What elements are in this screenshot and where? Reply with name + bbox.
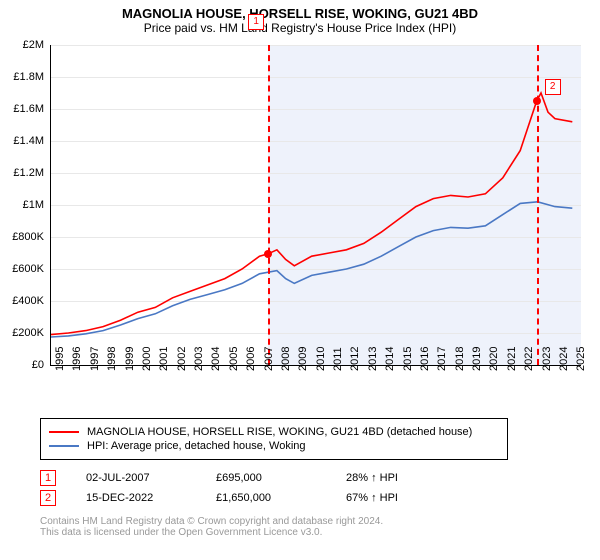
y-tick-label: £200K xyxy=(0,327,44,339)
plot-region: 12 xyxy=(50,45,581,366)
transaction-marker-label: 2 xyxy=(545,79,561,95)
x-tick-label: 1999 xyxy=(124,347,136,371)
x-tick-label: 2014 xyxy=(384,347,396,371)
y-tick-label: £400K xyxy=(0,295,44,307)
y-tick-label: £1.2M xyxy=(0,167,44,179)
y-tick-label: £2M xyxy=(0,39,44,51)
transaction-delta: 28% ↑ HPI xyxy=(346,472,446,484)
x-tick-label: 2019 xyxy=(471,347,483,371)
x-tick-label: 2016 xyxy=(419,347,431,371)
y-tick-label: £800K xyxy=(0,231,44,243)
transaction-index-box: 1 xyxy=(40,470,56,486)
y-tick-label: £1.4M xyxy=(0,135,44,147)
x-tick-label: 2005 xyxy=(228,347,240,371)
x-tick-label: 1998 xyxy=(106,347,118,371)
y-tick-label: £1.6M xyxy=(0,103,44,115)
price-series-line xyxy=(51,93,572,335)
chart-area: 12 £0£200K£400K£600K£800K£1M£1.2M£1.4M£1… xyxy=(50,45,580,385)
x-tick-label: 2021 xyxy=(506,347,518,371)
legend-label: HPI: Average price, detached house, Woki… xyxy=(87,440,306,452)
transaction-date: 02-JUL-2007 xyxy=(86,472,186,484)
legend-label: MAGNOLIA HOUSE, HORSELL RISE, WOKING, GU… xyxy=(87,426,472,438)
x-tick-label: 2018 xyxy=(454,347,466,371)
x-tick-label: 2002 xyxy=(176,347,188,371)
x-tick-label: 2023 xyxy=(541,347,553,371)
x-tick-label: 2020 xyxy=(488,347,500,371)
x-tick-label: 2011 xyxy=(332,347,344,371)
transaction-delta: 67% ↑ HPI xyxy=(346,492,446,504)
legend-item: HPI: Average price, detached house, Woki… xyxy=(49,440,499,452)
x-tick-label: 2000 xyxy=(141,347,153,371)
x-tick-label: 1995 xyxy=(54,347,66,371)
x-tick-label: 2015 xyxy=(402,347,414,371)
footer-line-2: This data is licensed under the Open Gov… xyxy=(40,527,383,538)
x-tick-label: 2010 xyxy=(315,347,327,371)
chart-title: MAGNOLIA HOUSE, HORSELL RISE, WOKING, GU… xyxy=(0,0,600,21)
x-tick-label: 1996 xyxy=(71,347,83,371)
x-tick-label: 2025 xyxy=(575,347,587,371)
transaction-date: 15-DEC-2022 xyxy=(86,492,186,504)
x-tick-label: 2009 xyxy=(297,347,309,371)
x-tick-label: 2012 xyxy=(349,347,361,371)
transaction-row: 1 02-JUL-2007 £695,000 28% ↑ HPI xyxy=(40,470,446,486)
transaction-index-box: 2 xyxy=(40,490,56,506)
transaction-marker-label: 1 xyxy=(248,14,264,30)
x-tick-label: 2001 xyxy=(158,347,170,371)
footer-attribution: Contains HM Land Registry data © Crown c… xyxy=(40,516,383,538)
x-tick-label: 1997 xyxy=(89,347,101,371)
transaction-dot xyxy=(264,250,272,258)
footer-line-1: Contains HM Land Registry data © Crown c… xyxy=(40,516,383,527)
transaction-table: 1 02-JUL-2007 £695,000 28% ↑ HPI 2 15-DEC-202… xyxy=(40,466,446,510)
x-tick-label: 2022 xyxy=(523,347,535,371)
chart-subtitle: Price paid vs. HM Land Registry's House … xyxy=(0,21,600,39)
y-tick-label: £1.8M xyxy=(0,71,44,83)
x-tick-label: 2024 xyxy=(558,347,570,371)
line-series-svg xyxy=(51,45,581,365)
x-tick-label: 2013 xyxy=(367,347,379,371)
legend-swatch xyxy=(49,445,79,447)
x-tick-label: 2017 xyxy=(436,347,448,371)
y-tick-label: £0 xyxy=(0,359,44,371)
x-tick-label: 2003 xyxy=(193,347,205,371)
x-tick-label: 2006 xyxy=(245,347,257,371)
y-tick-label: £1M xyxy=(0,199,44,211)
transaction-vline xyxy=(537,45,539,365)
transaction-dot xyxy=(533,97,541,105)
transaction-vline xyxy=(268,45,270,365)
y-tick-label: £600K xyxy=(0,263,44,275)
x-tick-label: 2008 xyxy=(280,347,292,371)
legend-item: MAGNOLIA HOUSE, HORSELL RISE, WOKING, GU… xyxy=(49,426,499,438)
x-tick-label: 2007 xyxy=(263,347,275,371)
legend-swatch xyxy=(49,431,79,433)
x-tick-label: 2004 xyxy=(210,347,222,371)
legend: MAGNOLIA HOUSE, HORSELL RISE, WOKING, GU… xyxy=(40,418,508,460)
transaction-price: £1,650,000 xyxy=(216,492,316,504)
transaction-row: 2 15-DEC-2022 £1,650,000 67% ↑ HPI xyxy=(40,490,446,506)
transaction-price: £695,000 xyxy=(216,472,316,484)
